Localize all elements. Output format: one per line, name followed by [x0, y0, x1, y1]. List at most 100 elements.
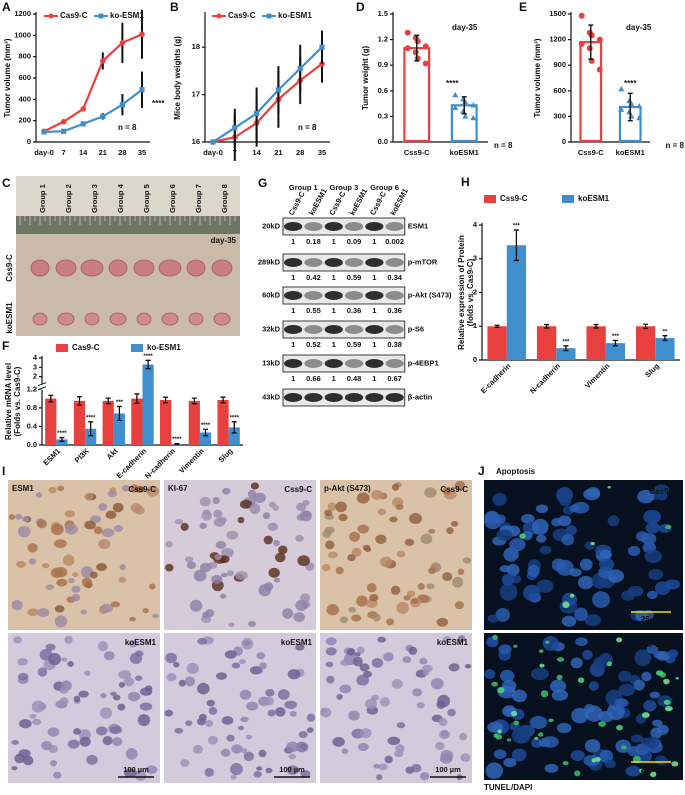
nucleus [501, 573, 515, 586]
nucleus [48, 653, 61, 666]
nucleus [71, 593, 81, 602]
x-tick-label: Css9-C [404, 148, 430, 157]
error-bar [662, 335, 668, 342]
nucleus [577, 575, 594, 590]
nucleus [396, 550, 406, 558]
nucleus [322, 530, 332, 539]
nucleus [569, 593, 575, 598]
error-bar [612, 339, 618, 347]
y-axis-label: (folds vs. Cas9-C) [466, 258, 475, 326]
nucleus [89, 571, 98, 579]
nucleus [186, 662, 199, 674]
nucleus [451, 520, 459, 527]
group-label: Group 6 [168, 184, 177, 213]
error-bar [220, 396, 226, 404]
nucleus [235, 570, 248, 580]
nucleus [513, 720, 520, 726]
y-tick-label: 1.5 [378, 9, 388, 18]
tumor [80, 259, 104, 277]
nucleus [263, 535, 273, 545]
nucleus [664, 579, 681, 590]
nucleus [265, 767, 273, 774]
nucleus [595, 756, 601, 762]
error-bar [163, 396, 169, 404]
nucleus [306, 713, 316, 722]
nucleus [61, 657, 68, 662]
nucleus [634, 649, 652, 667]
nucleus [377, 636, 386, 643]
nucleus [97, 641, 109, 652]
bar [131, 398, 143, 445]
nucleus [215, 540, 226, 549]
group-label: Group 2 [64, 184, 73, 213]
blot-band [304, 393, 323, 402]
nucleus [561, 533, 575, 546]
nucleus [417, 582, 425, 591]
nucleus [371, 489, 384, 500]
x-tick-label: 14 [79, 148, 88, 157]
series-line [212, 62, 323, 144]
nucleus [539, 545, 552, 555]
nucleus [641, 671, 652, 682]
nucleus [165, 541, 173, 548]
bar [113, 413, 125, 445]
nucleus [67, 660, 74, 667]
nucleus [549, 679, 567, 693]
bar [85, 428, 97, 445]
y-tick-label: 600 [18, 73, 31, 82]
nucleus [180, 522, 189, 531]
y-tick-label: 0 [473, 355, 477, 364]
error-bar [563, 345, 569, 352]
nucleus [627, 585, 644, 597]
nucleus [419, 771, 430, 781]
kd-label: 289kD [258, 257, 281, 266]
nucleus [599, 549, 612, 559]
band-ratio: 1 [332, 374, 336, 383]
nucleus [464, 664, 472, 669]
tumor [213, 312, 231, 326]
nucleus [442, 487, 452, 496]
nucleus [446, 527, 454, 535]
nucleus [197, 637, 208, 645]
bar [487, 326, 507, 360]
nucleus [253, 492, 266, 504]
data-point [618, 106, 625, 112]
nucleus [396, 601, 409, 614]
nucleus [663, 699, 671, 705]
nucleus [295, 534, 304, 542]
nucleus [65, 524, 78, 535]
nucleus [346, 648, 356, 656]
panel-letter: C [2, 176, 11, 190]
nucleus [45, 584, 54, 591]
nucleus [268, 501, 276, 508]
nucleus [130, 503, 143, 513]
nucleus [300, 743, 308, 750]
series-line [43, 88, 143, 133]
nucleus [663, 678, 670, 685]
nucleus [17, 672, 29, 681]
nucleus [112, 694, 121, 701]
kd-label: 20kD [262, 221, 281, 230]
nucleus [327, 551, 339, 559]
data-point [618, 85, 625, 92]
nucleus [570, 657, 583, 669]
band-ratio: 1 [291, 273, 295, 282]
blot-band [324, 393, 343, 402]
nucleus [556, 722, 572, 734]
nucleus [16, 560, 26, 568]
nucleus [389, 516, 398, 523]
x-tick-label: 21 [274, 148, 282, 157]
nucleus [574, 770, 581, 777]
nucleus [378, 763, 388, 771]
significance: *** [513, 224, 521, 230]
nucleus [220, 572, 228, 578]
nucleus [539, 663, 545, 668]
nucleus [584, 739, 601, 753]
blot-band [284, 222, 303, 231]
nucleus [487, 614, 499, 623]
x-tick-label: 7 [62, 148, 66, 157]
nucleus [371, 657, 384, 668]
band-ratio: 1 [332, 306, 336, 315]
legend-marker [266, 13, 272, 19]
nucleus [240, 716, 249, 723]
